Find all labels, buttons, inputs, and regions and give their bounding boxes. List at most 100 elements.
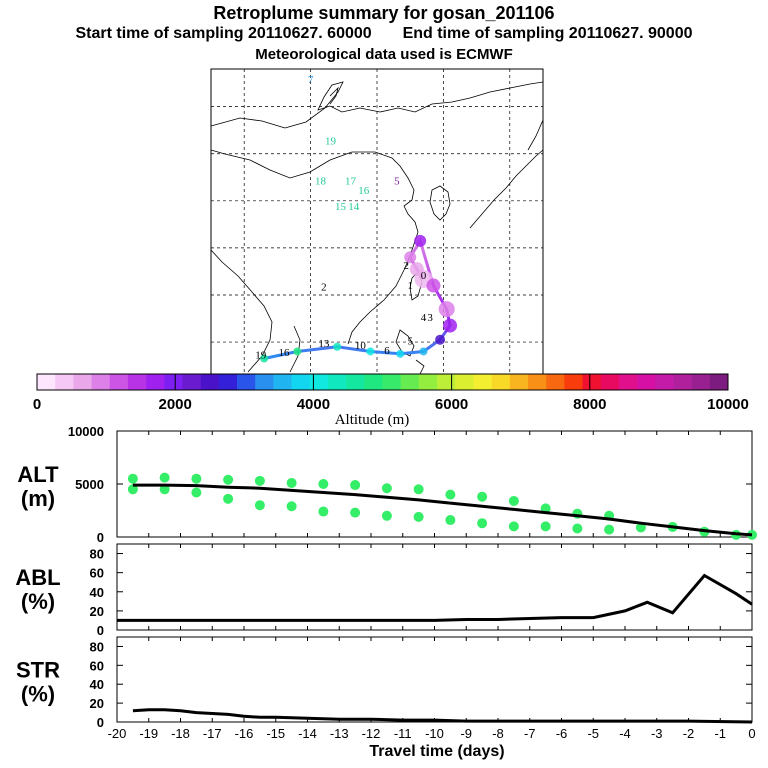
x-tick-label: -6 [556,726,568,741]
x-tick-label: -19 [139,726,158,741]
panel-frame [116,636,753,723]
x-tick-label: -16 [235,726,254,741]
scatter-point [477,491,488,502]
colorbar-cell [37,374,56,390]
scatter-point [413,484,424,495]
colorbar-cell [164,374,183,390]
scatter-point [223,493,234,504]
x-tick-label: -10 [425,726,444,741]
y-tick-label: 40 [90,677,104,692]
colorbar-cell [709,374,729,390]
scatter-point [254,475,265,486]
colorbar-cell [691,374,711,390]
colorbar-cell [109,374,129,390]
scatter-point [572,523,583,534]
trajectory-points [260,234,458,363]
colorbar-cell [673,374,692,390]
colorbar-cell [273,374,292,390]
y-tick-label: 0 [97,623,104,638]
day-label: 1 [407,280,413,292]
trajectory-point [260,354,269,363]
panel-ylabel: ABL [15,565,60,590]
colorbar-tick-label: 0 [33,396,41,413]
colorbar-cell [582,374,602,390]
day-label: 0 [421,270,427,282]
map-graticule [211,69,543,375]
day-label: 19 [255,350,267,362]
coastline-china [210,149,419,345]
scatter-point [318,506,329,517]
colorbar-cell [546,374,565,390]
scatter-point [159,472,170,483]
scatter-point [350,480,361,491]
colorbar-label: Altitude (m) [335,412,410,428]
colorbar-cell [491,374,511,390]
trajectory-point [409,262,424,277]
sampling-times: Start time of sampling 20110627. 60000 E… [0,25,768,43]
trajectory-point [404,251,417,264]
colorbar-cell [382,374,401,390]
x-tick-label: -4 [619,726,631,741]
colorbar-cell [364,374,383,390]
day-label: 6 [384,345,390,357]
panel-frame [116,543,753,631]
colorbar-cell [55,374,74,390]
colorbar-tick-label: 2000 [159,396,192,413]
colorbar-cell [600,374,620,390]
colorbar-cell [73,374,92,390]
colorbar-cell [200,374,220,390]
trajectory-point [396,349,405,358]
colorbar-cells [37,374,729,390]
scatter-point [604,524,615,535]
trajectory-point [333,342,342,351]
series-line [132,708,753,724]
x-tick-label: -3 [651,726,663,741]
series-line [117,573,753,622]
scatter-point [508,521,519,532]
altitude-colorbar: 0 2000 4000 6000 8000 10000 Altitude (m) [33,373,749,428]
y-tick-label: 60 [90,658,104,673]
x-tick-label: -8 [492,726,504,741]
colorbar-cell [655,374,674,390]
colorbar-cell [400,374,420,390]
colorbar-cell [437,374,456,390]
abl-panel: 0 20 40 60 80 ABL(%) [15,543,753,638]
coastline-korea [429,185,451,221]
scatter-point [127,484,138,495]
day-label: 5 [407,335,413,347]
colorbar-tick-label: 10000 [707,396,749,413]
x-tick-label: 0 [748,726,755,741]
day-label: 4 [421,312,427,324]
scatter-point [223,474,234,485]
day-label: 7 [308,74,314,86]
scatter-point [350,507,361,518]
day-label: 14 [348,201,360,213]
y-tick-label: 80 [90,547,104,562]
scatter-point [318,479,329,489]
panel-frame [116,430,753,538]
x-tick-label: -12 [362,726,381,741]
scatter-point [445,515,456,526]
day-label: 18 [315,175,327,187]
scatter-point [381,483,392,494]
coastline-philippines [395,329,425,375]
scatter-point [159,484,170,495]
scatter-point [286,501,297,512]
trajectory-point [435,334,446,345]
scatter-point [381,510,392,521]
day-label: 3 [427,312,433,324]
panel-yunit: (%) [21,682,55,707]
y-tick-label: 10000 [68,424,104,439]
scatter-point [127,473,138,484]
trajectory-point [419,347,428,356]
trajectory-point [426,278,441,293]
met-data-label: Meteorological data used is ECMWF [255,46,513,63]
colorbar-tick-label: 6000 [435,396,468,413]
colorbar-cell [564,374,583,390]
y-tick-label: 80 [90,639,104,654]
y-tick-label: 60 [90,566,104,581]
coastline-asia [210,81,544,129]
series-line [132,483,753,537]
